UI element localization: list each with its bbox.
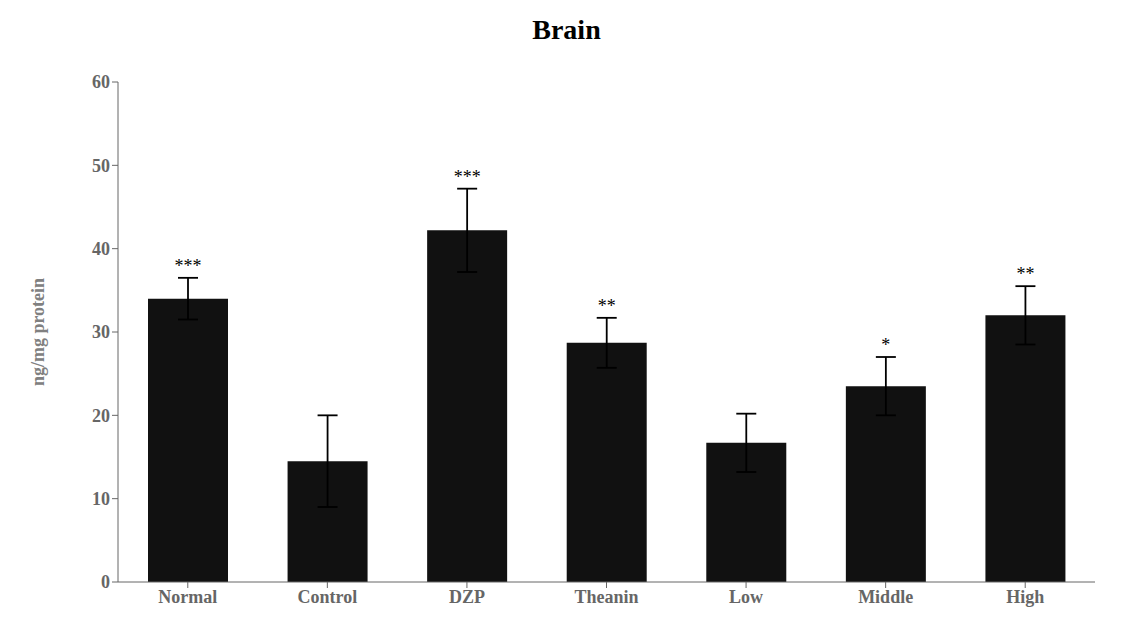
svg-text:***: *** bbox=[454, 167, 481, 187]
svg-text:*: * bbox=[881, 335, 890, 355]
svg-text:50: 50 bbox=[92, 156, 110, 176]
svg-text:ng/mg protein: ng/mg protein bbox=[28, 278, 48, 386]
html-text:Brain: Brain bbox=[532, 14, 601, 45]
svg-text:DZP: DZP bbox=[449, 587, 485, 607]
svg-text:High: High bbox=[1006, 587, 1044, 607]
svg-text:**: ** bbox=[598, 296, 616, 316]
svg-text:30: 30 bbox=[92, 322, 110, 342]
svg-text:Theanin: Theanin bbox=[574, 587, 638, 607]
svg-text:Control: Control bbox=[298, 587, 358, 607]
svg-text:20: 20 bbox=[92, 406, 110, 426]
svg-text:Normal: Normal bbox=[158, 587, 217, 607]
svg-text:Middle: Middle bbox=[858, 587, 913, 607]
svg-text:60: 60 bbox=[92, 72, 110, 92]
svg-text:***: *** bbox=[175, 256, 202, 276]
svg-text:40: 40 bbox=[92, 239, 110, 259]
svg-text:10: 10 bbox=[92, 489, 110, 509]
svg-text:**: ** bbox=[1016, 264, 1034, 284]
svg-text:0: 0 bbox=[101, 572, 110, 592]
svg-text:Low: Low bbox=[729, 587, 763, 607]
